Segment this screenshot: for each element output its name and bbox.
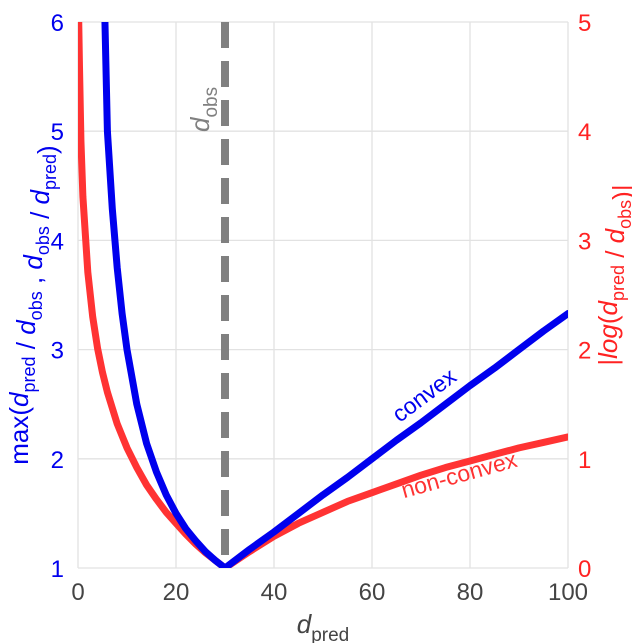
axis-title-part: / [11,335,41,357]
axis-title-part: obs [615,200,632,229]
x-axis-title-main: d [297,609,313,639]
y-axis-right-title: |log(dpred / dobs)| [593,184,632,365]
series-line-convex [101,22,568,568]
axis-titles: dpred max(dpred / dobs , dobs / dpred) |… [4,145,632,643]
axis-title-part: obs [26,291,46,320]
axis-title-part: d [4,391,34,407]
axis-title-part: pred [608,265,628,301]
axis-title-part: d [593,299,623,315]
axis-title-part: / [600,243,630,265]
axis-title-part: d [18,254,48,270]
axis-title-part: / [25,204,55,226]
x-tick-label: 20 [163,579,190,606]
d-obs-marker: dobs [185,22,229,568]
axis-title-part: )| [607,184,632,199]
d-obs-label-main: d [185,116,215,132]
axis-title-part: max( [4,407,34,465]
y-left-tick-label: 5 [51,119,64,146]
axis-title-part: obs [33,226,53,255]
y-right-tick-label: 1 [578,447,591,474]
axis-title-part: ( [593,315,623,324]
y-right-tick-label: 3 [578,228,591,255]
y-right-tick-label: 5 [578,10,591,37]
axis-title-part: | [593,359,623,366]
axis-title-part: ) [32,145,62,154]
axis-title-part: pred [40,154,60,190]
x-axis-title-sub: pred [311,625,349,643]
series [78,22,568,568]
y-axis-left-title: max(dpred / dobs , dobs / dpred) [4,145,62,464]
grid [77,21,569,569]
series-line-non-convex [78,22,568,568]
y-left-tick-label: 6 [51,10,64,37]
y-right-tick-label: 0 [578,556,591,583]
y-right-tick-label: 4 [578,119,591,146]
x-tick-label: 80 [457,579,484,606]
x-tick-label: 40 [261,579,288,606]
x-axis-title: dpred [297,609,350,643]
d-obs-label: dobs [185,87,222,132]
axis-title-part: d [25,188,55,204]
axis-title-part: log [593,324,623,359]
y-left-tick-label: 4 [51,228,64,255]
y-left-tick-label: 1 [51,556,64,583]
d-obs-label-sub: obs [201,87,222,118]
y-right-tick-label: 2 [578,338,591,365]
axis-title-part: pred [19,356,39,392]
x-tick-label: 0 [71,579,84,606]
y-left-tick-label: 3 [51,338,64,365]
axis-title-part: d [600,227,630,243]
x-tick-label: 60 [359,579,386,606]
y-left-tick-label: 2 [51,447,64,474]
annotation-non-convex: non-convex [398,446,520,503]
axis-title-part: d [11,319,41,335]
x-tick-label: 100 [548,579,588,606]
axis-title-part: , [18,270,48,292]
